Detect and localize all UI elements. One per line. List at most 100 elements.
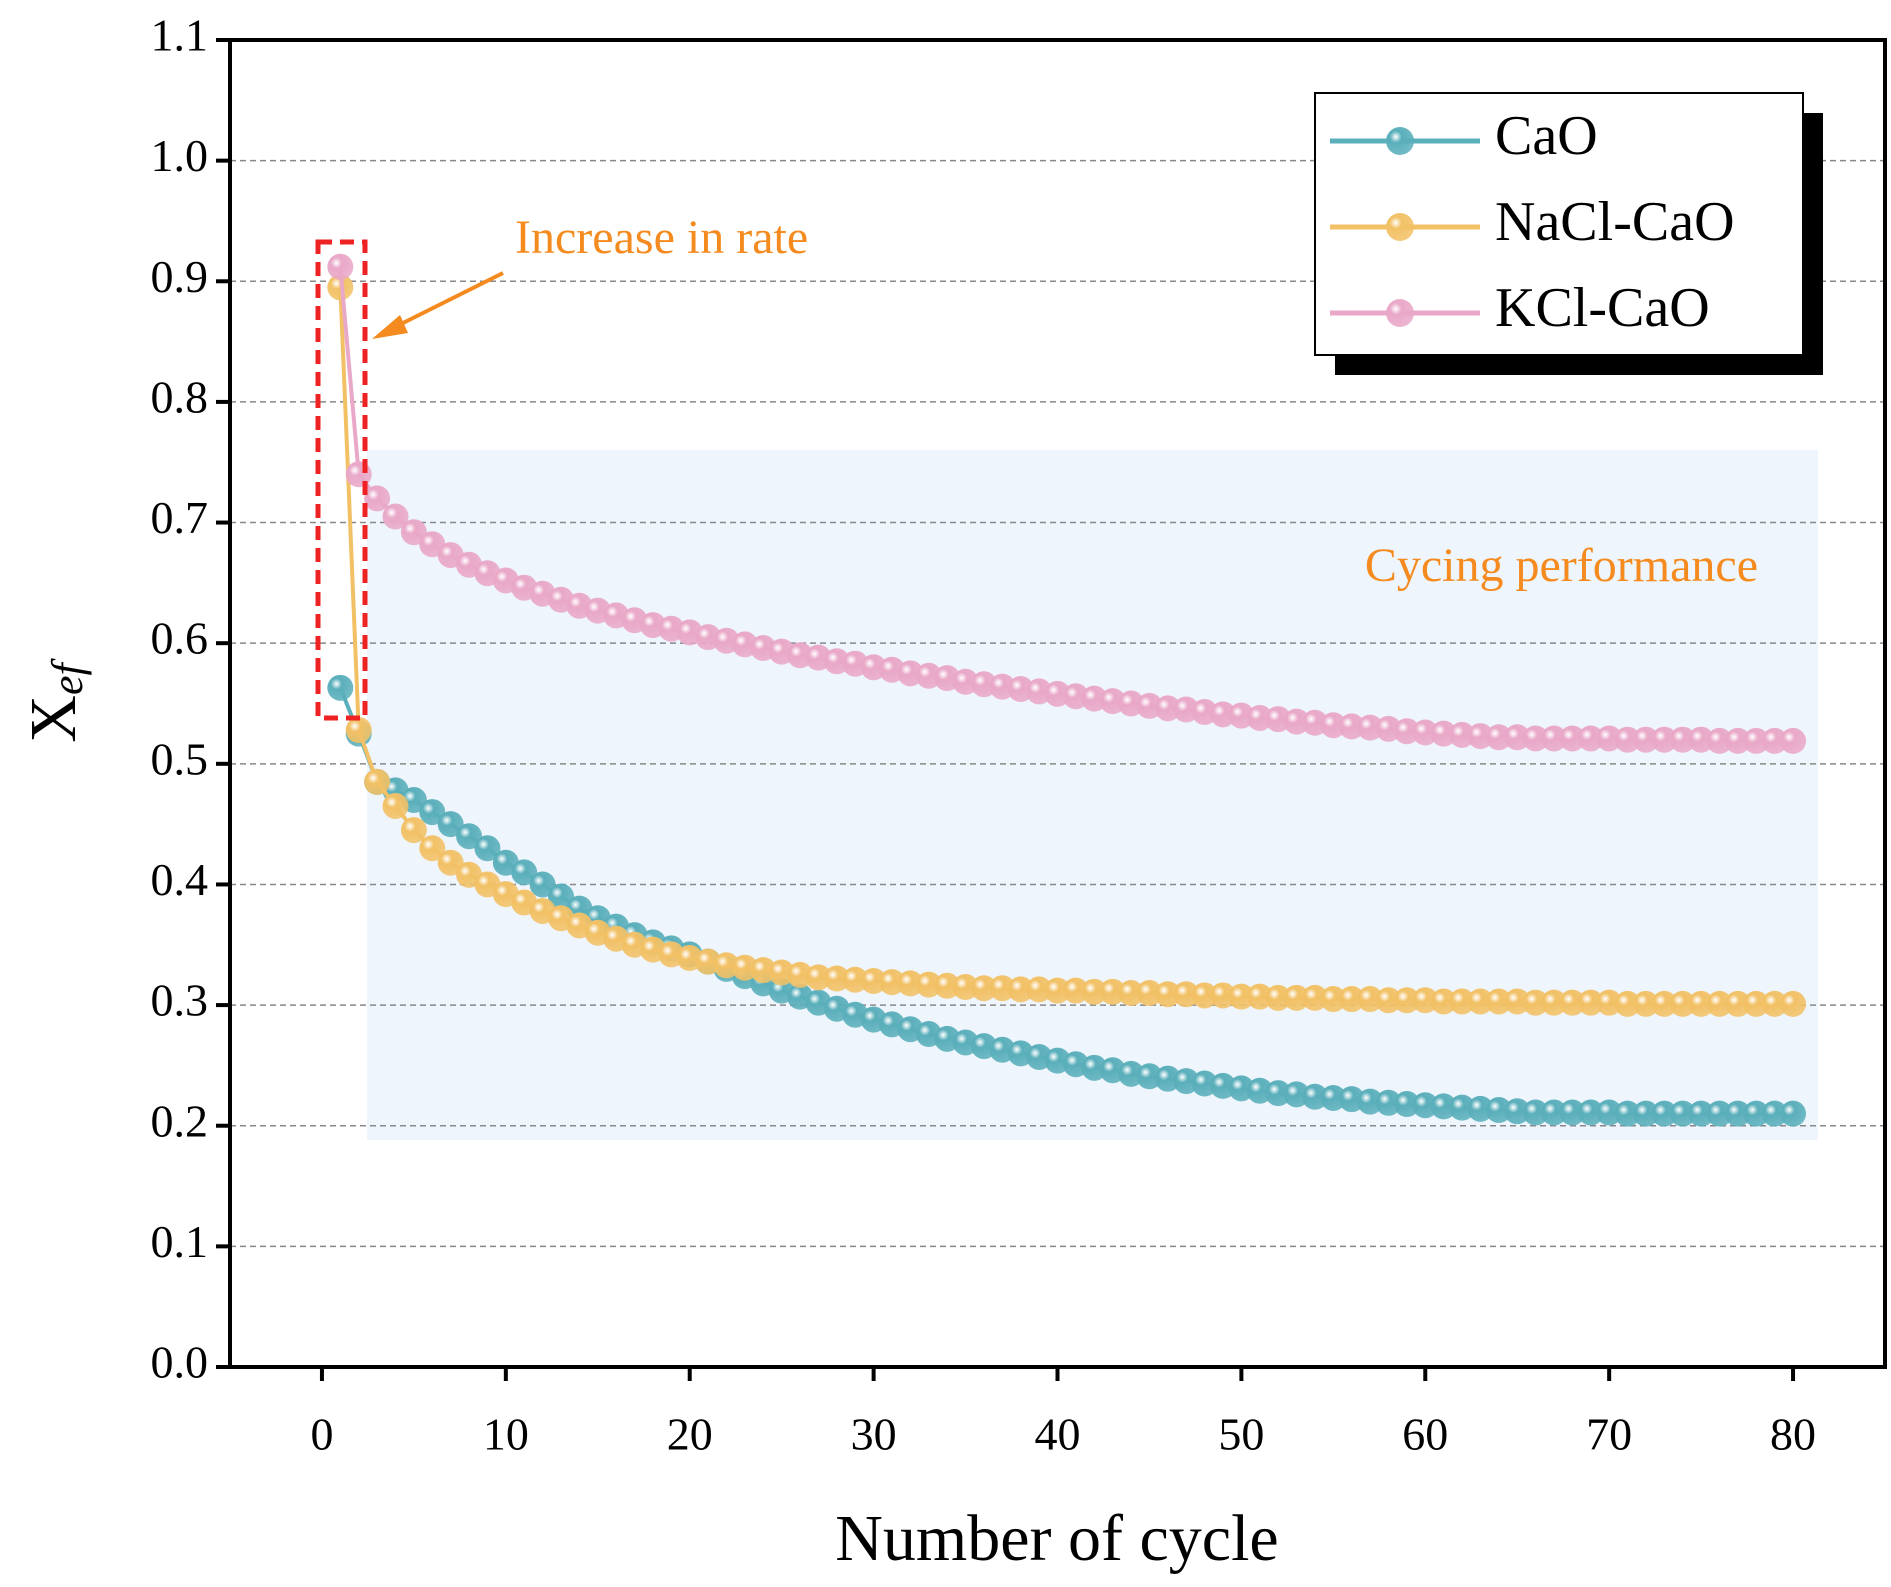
y-tick-label: 0.2 <box>151 1095 209 1146</box>
marker <box>897 970 924 997</box>
marker <box>1761 990 1788 1017</box>
marker <box>1467 723 1494 750</box>
marker <box>1596 989 1623 1016</box>
marker <box>1706 990 1733 1017</box>
marker <box>1007 976 1034 1003</box>
marker <box>1485 1097 1512 1124</box>
y-axis-label: Xef <box>17 658 92 743</box>
marker <box>1320 986 1347 1013</box>
highlight-region <box>367 450 1818 1140</box>
marker <box>1246 983 1273 1010</box>
marker <box>805 964 832 991</box>
marker <box>1357 1088 1384 1115</box>
marker <box>1246 704 1273 731</box>
marker <box>1504 1098 1531 1125</box>
marker <box>364 485 391 512</box>
arrow <box>384 271 504 334</box>
arrow-head <box>372 315 408 339</box>
marker <box>952 973 979 1000</box>
marker <box>1044 977 1071 1004</box>
y-tick-label: 0.3 <box>151 975 209 1026</box>
legend-marker <box>1386 127 1414 155</box>
marker <box>1154 981 1181 1008</box>
marker <box>1614 726 1641 753</box>
marker <box>1026 976 1053 1003</box>
marker <box>1651 1100 1678 1127</box>
marker <box>1228 983 1255 1010</box>
marker <box>1724 1100 1751 1127</box>
marker <box>934 972 961 999</box>
marker <box>1614 990 1641 1017</box>
marker <box>1651 726 1678 753</box>
marker <box>1283 708 1310 735</box>
marker <box>915 971 942 998</box>
marker <box>400 817 427 844</box>
marker <box>1504 988 1531 1015</box>
marker <box>1559 1099 1586 1126</box>
y-tick-label: 0.6 <box>151 613 209 664</box>
annotation: Cycing performance <box>1365 539 1758 592</box>
marker <box>1375 987 1402 1014</box>
marker <box>1706 727 1733 754</box>
marker <box>1577 989 1604 1016</box>
x-tick-label: 40 <box>1035 1409 1081 1460</box>
marker <box>437 849 464 876</box>
marker <box>1614 1100 1641 1127</box>
marker <box>1688 1100 1715 1127</box>
y-tick-label: 0.9 <box>151 251 209 302</box>
x-tick-label: 20 <box>667 1409 713 1460</box>
legend-label: KCl-CaO <box>1495 277 1710 339</box>
marker <box>1504 724 1531 751</box>
marker <box>437 811 464 838</box>
marker <box>989 975 1016 1002</box>
marker <box>1596 725 1623 752</box>
marker <box>1375 1089 1402 1116</box>
marker <box>1724 727 1751 754</box>
marker <box>456 823 483 850</box>
marker <box>1118 980 1145 1007</box>
marker <box>1191 982 1218 1009</box>
marker <box>1651 990 1678 1017</box>
marker <box>1724 990 1751 1017</box>
annotation: Increase in rate <box>515 211 808 264</box>
marker <box>1541 1099 1567 1126</box>
marker <box>382 503 409 530</box>
marker <box>1265 984 1292 1011</box>
marker <box>1669 726 1696 753</box>
marker <box>1136 980 1163 1007</box>
marker <box>382 793 409 820</box>
marker <box>1320 712 1347 739</box>
marker <box>1743 1100 1770 1127</box>
marker <box>1449 721 1476 748</box>
marker <box>1393 718 1420 745</box>
marker <box>970 975 997 1002</box>
marker <box>1393 987 1420 1014</box>
marker <box>1541 725 1567 752</box>
marker <box>1632 990 1659 1017</box>
marker <box>1596 1099 1623 1126</box>
marker <box>1467 1095 1494 1122</box>
marker <box>1283 984 1310 1011</box>
marker <box>1669 1100 1696 1127</box>
highlight-box <box>315 239 368 721</box>
marker <box>345 717 372 744</box>
legend-label: NaCl-CaO <box>1495 191 1735 253</box>
marker <box>1632 1100 1659 1127</box>
marker <box>1430 988 1457 1015</box>
marker <box>1541 989 1567 1016</box>
marker <box>1467 988 1494 1015</box>
marker <box>1430 1093 1457 1120</box>
marker <box>1393 1091 1420 1118</box>
y-tick-label: 0.8 <box>151 371 209 422</box>
x-tick-label: 30 <box>851 1409 897 1460</box>
marker <box>860 967 887 994</box>
marker <box>823 965 850 992</box>
y-tick-label: 0.0 <box>151 1337 209 1388</box>
marker <box>842 966 869 993</box>
marker <box>1761 727 1788 754</box>
marker <box>1081 978 1108 1005</box>
x-tick-label: 60 <box>1402 1409 1448 1460</box>
x-tick-label: 70 <box>1586 1409 1632 1460</box>
marker <box>1577 1099 1604 1126</box>
legend-label: CaO <box>1495 105 1598 167</box>
